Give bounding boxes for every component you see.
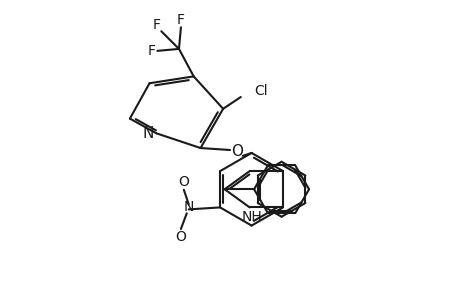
Text: N: N — [183, 200, 194, 214]
Text: F: F — [177, 14, 185, 27]
Text: F: F — [152, 18, 160, 32]
Text: O: O — [175, 230, 186, 244]
Text: O: O — [178, 175, 189, 189]
Text: O: O — [230, 145, 242, 160]
Text: NH: NH — [241, 210, 262, 224]
Text: N: N — [143, 126, 154, 141]
Text: F: F — [147, 44, 155, 58]
Text: Cl: Cl — [254, 84, 268, 98]
